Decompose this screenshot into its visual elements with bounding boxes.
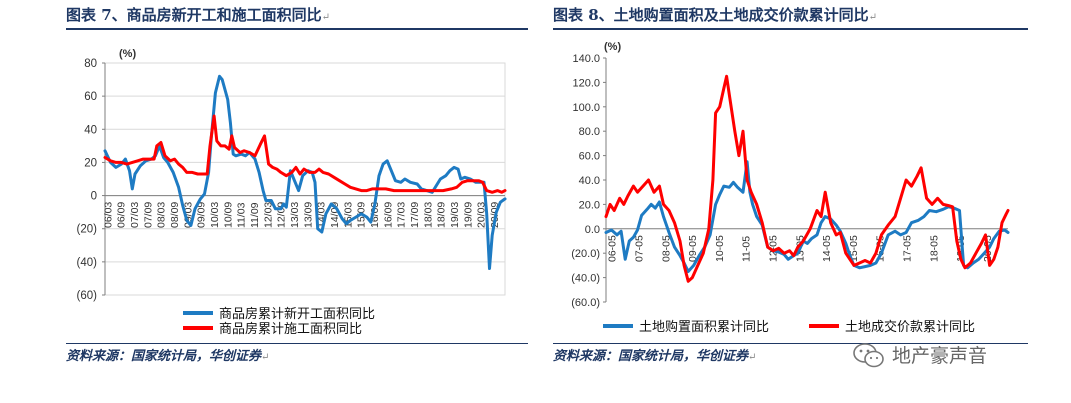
figure-8-title-text: 图表 8、土地购置面积及土地成交价款累计同比 <box>553 6 869 24</box>
x-tick-label: 09-05 <box>687 235 699 262</box>
y-tick-label: (60.0) <box>571 297 600 309</box>
x-tick-label: 13/09 <box>302 202 314 228</box>
x-tick-label: 15/03 <box>342 202 354 228</box>
x-tick-label: 12-05 <box>768 235 780 262</box>
x-tick-label: 19/03 <box>449 202 461 228</box>
y-tick-label: 40.0 <box>579 175 600 187</box>
x-tick-label: 07-05 <box>634 235 646 262</box>
figure-8-title-rule <box>553 28 1028 30</box>
figure-7-title-rule <box>66 28 528 30</box>
watermark: 地产豪声音 <box>852 339 987 373</box>
plot-border <box>104 62 506 296</box>
x-tick-label: 20/03 <box>476 202 488 228</box>
x-tick-label: 07/03 <box>129 202 141 228</box>
y-tick-label: (20.0) <box>571 248 600 260</box>
y-unit-label: (%) <box>604 41 621 53</box>
y-tick-label: 0 <box>91 191 97 203</box>
y-tick-label: 60 <box>84 91 97 103</box>
x-tick-label: 14-05 <box>821 235 833 262</box>
figure-8-source: 资料来源：国家统计局，华创证券↵ <box>553 346 833 368</box>
figure-7-title: 图表 7、商品房新开工和施工面积同比↵ <box>66 2 526 28</box>
figure-7-source-rule <box>66 343 528 344</box>
chart-land-purchase: 140.0 120.0 100.0 80.0 60.0 40.0 20.0 0.0 (20.0)… <box>571 41 1010 335</box>
y-tick-label: 80.0 <box>579 126 600 138</box>
y-tick-label: (40.0) <box>571 273 600 285</box>
paragraph-mark-icon: ↵ <box>261 352 270 363</box>
paragraph-mark-icon: ↵ <box>748 352 757 363</box>
y-tick-label: (20) <box>77 224 98 236</box>
figure-7-source: 资料来源：国家统计局，华创证券↵ <box>66 346 366 368</box>
y-tick-label: 100.0 <box>572 102 600 114</box>
y-tick-label: 60.0 <box>579 151 600 163</box>
x-tick-label: 10/03 <box>209 202 221 228</box>
x-tick-label: 13/03 <box>289 202 301 228</box>
x-tick-label: 11-05 <box>741 236 753 262</box>
y-tick-label: 0.0 <box>585 224 600 236</box>
x-tick-label: 17-05 <box>902 235 914 262</box>
figure-8-source-rule <box>553 343 1028 344</box>
paragraph-mark-icon: ↵ <box>321 12 331 23</box>
x-tick-label: 09/09 <box>196 202 208 228</box>
x-tick-label: 08-05 <box>660 235 672 262</box>
x-tick-label: 16-05 <box>875 235 887 262</box>
x-tick-label: 06/09 <box>116 202 128 228</box>
watermark-text: 地产豪声音 <box>892 345 988 367</box>
legend-label: 商品房累计新开工面积同比 <box>219 306 375 322</box>
series-line <box>103 74 507 270</box>
x-tick-label: 17/09 <box>409 202 421 228</box>
y-tick-label: 20.0 <box>579 199 600 211</box>
x-tick-label: 06-05 <box>607 235 619 262</box>
x-tick-label: 10-05 <box>714 235 726 262</box>
x-tick-label: 18/09 <box>436 202 448 228</box>
wechat-icon <box>853 343 884 368</box>
legend-label: 土地成交价款累计同比 <box>845 319 975 335</box>
series-line <box>604 74 1010 283</box>
y-tick-label: 120.0 <box>572 77 600 89</box>
x-tick-label: 18-05 <box>928 235 940 262</box>
y-tick-label: 80 <box>84 58 97 70</box>
legend-label: 土地购置面积累计同比 <box>639 319 769 335</box>
y-tick-label: (40) <box>77 257 98 269</box>
y-unit-label: (%) <box>119 48 136 60</box>
figure-7-title-text: 图表 7、商品房新开工和施工面积同比 <box>66 6 322 24</box>
figure-8-title: 图表 8、土地购置面积及土地成交价款累计同比↵ <box>553 2 1053 28</box>
x-tick-label: 18/03 <box>422 202 434 228</box>
x-tick-label: 08/09 <box>169 202 181 228</box>
paragraph-mark-icon: ↵ <box>868 12 878 23</box>
y-tick-label: 20 <box>84 157 97 169</box>
x-tick-label: 19/09 <box>462 202 474 228</box>
figure-8-source-text: 资料来源：国家统计局，华创证券 <box>553 349 749 364</box>
x-tick-label: 10/09 <box>222 202 234 228</box>
x-tick-label: 12/03 <box>262 202 274 228</box>
series-line <box>103 114 507 194</box>
x-tick-label: 17/03 <box>396 202 408 228</box>
y-tick-label: (60) <box>77 290 98 302</box>
legend-label: 商品房累计施工面积同比 <box>219 321 362 337</box>
x-tick-label: 06/03 <box>102 202 114 228</box>
x-tick-label: 08/03 <box>156 202 168 228</box>
y-tick-label: 140.0 <box>572 53 600 65</box>
figure-7-source-text: 资料来源：国家统计局，华创证券 <box>66 349 262 364</box>
x-tick-label: 16/09 <box>382 202 394 228</box>
x-tick-label: 11/03 <box>236 202 248 228</box>
x-tick-label: 07/09 <box>142 202 154 228</box>
x-tick-label: 11/09 <box>249 202 261 228</box>
y-tick-label: 40 <box>84 124 97 136</box>
